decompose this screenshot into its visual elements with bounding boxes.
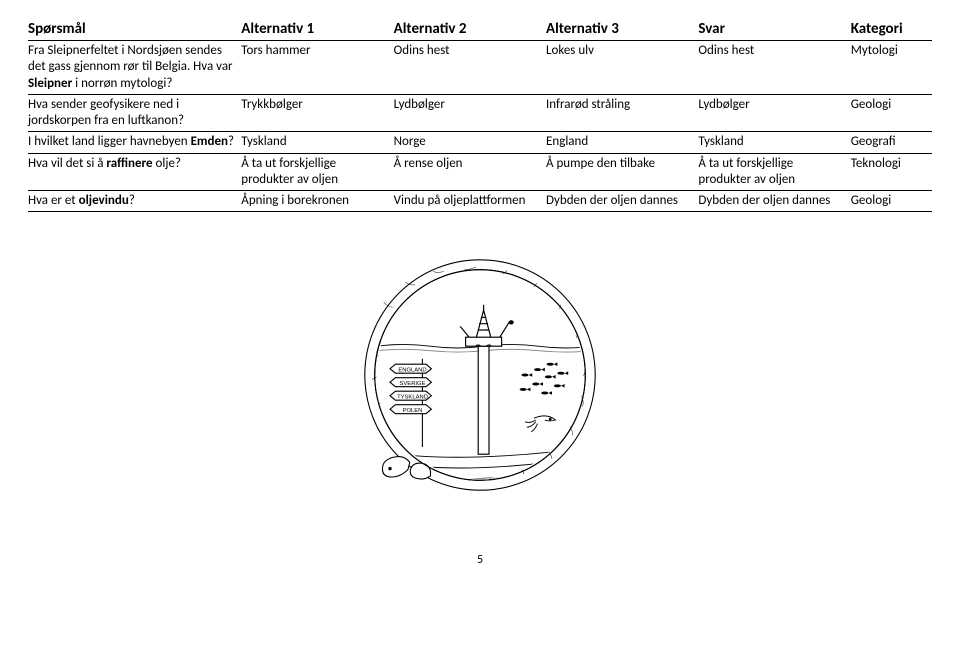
cell-alt3: Å pumpe den tilbake — [546, 153, 698, 191]
table-row: I hvilket land ligger havnebyen Emden?Ty… — [28, 132, 932, 153]
cell-alt2: Odins hest — [394, 41, 546, 95]
cell-question: Hva vil det si å raffinere olje? — [28, 153, 241, 191]
cell-alt1: Å ta ut forskjellige produkter av oljen — [241, 153, 393, 191]
table-row: Hva er et oljevindu?Åpning i borekronenV… — [28, 191, 932, 212]
svg-text:ENGLAND: ENGLAND — [398, 368, 426, 374]
cell-question: Hva er et oljevindu? — [28, 191, 241, 212]
illustration: ENGLAND SVERIGE TYSKLAND POLEN — [28, 240, 932, 515]
cell-alt1: Tors hammer — [241, 41, 393, 95]
cell-category: Geologi — [851, 191, 932, 212]
cell-alt1: Trykkbølger — [241, 94, 393, 132]
th-alt3: Alternativ 3 — [546, 18, 698, 41]
svg-text:TYSKLAND: TYSKLAND — [397, 395, 428, 401]
svg-text:SVERIGE: SVERIGE — [400, 381, 426, 387]
table-row: Hva sender geofysikere ned i jordskorpen… — [28, 94, 932, 132]
cell-category: Geologi — [851, 94, 932, 132]
cell-question: I hvilket land ligger havnebyen Emden? — [28, 132, 241, 153]
cell-category: Mytologi — [851, 41, 932, 95]
cell-alt3: Infrarød stråling — [546, 94, 698, 132]
cell-category: Geografi — [851, 132, 932, 153]
cell-alt2: Vindu på oljeplattformen — [394, 191, 546, 212]
th-question: Spørsmål — [28, 18, 241, 41]
cell-alt2: Å rense oljen — [394, 153, 546, 191]
cell-alt1: Åpning i borekronen — [241, 191, 393, 212]
table-row: Hva vil det si å raffinere olje?Å ta ut … — [28, 153, 932, 191]
page-number: 5 — [28, 553, 932, 567]
cell-answer: Tyskland — [698, 132, 850, 153]
th-alt1: Alternativ 1 — [241, 18, 393, 41]
cell-alt2: Norge — [394, 132, 546, 153]
cell-category: Teknologi — [851, 153, 932, 191]
cell-answer: Odins hest — [698, 41, 850, 95]
cell-answer: Å ta ut forskjellige produkter av oljen — [698, 153, 850, 191]
th-category: Kategori — [851, 18, 932, 41]
cell-answer: Lydbølger — [698, 94, 850, 132]
qa-table: Spørsmål Alternativ 1 Alternativ 2 Alter… — [28, 18, 932, 212]
cell-alt1: Tyskland — [241, 132, 393, 153]
svg-text:POLEN: POLEN — [403, 408, 423, 414]
th-answer: Svar — [698, 18, 850, 41]
cell-question: Fra Sleipnerfeltet i Nordsjøen sendes de… — [28, 41, 241, 95]
cell-alt3: Dybden der oljen dannes — [546, 191, 698, 212]
table-row: Fra Sleipnerfeltet i Nordsjøen sendes de… — [28, 41, 932, 95]
th-alt2: Alternativ 2 — [394, 18, 546, 41]
cell-alt3: Lokes ulv — [546, 41, 698, 95]
cell-answer: Dybden der oljen dannes — [698, 191, 850, 212]
cell-alt3: England — [546, 132, 698, 153]
cell-question: Hva sender geofysikere ned i jordskorpen… — [28, 94, 241, 132]
cell-alt2: Lydbølger — [394, 94, 546, 132]
